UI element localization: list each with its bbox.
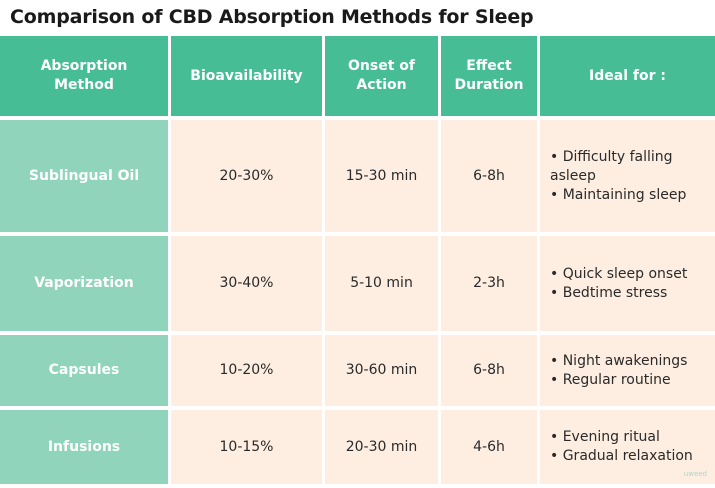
ideal-list: • Quick sleep onset • Bedtime stress — [550, 265, 687, 303]
row-method-label: Sublingual Oil — [28, 167, 140, 184]
row-bioavailability-value: 10-20% — [219, 362, 274, 378]
ideal-list: • Evening ritual • Gradual relaxation — [550, 428, 693, 466]
row-method-label: Capsules — [48, 362, 120, 378]
row-ideal: • Difficulty falling asleep • Maintainin… — [540, 120, 715, 232]
row-method-sublingual: Sublingual Oil — [0, 120, 168, 232]
ideal-item: • Night awakenings — [550, 352, 688, 369]
row-ideal: • Evening ritual • Gradual relaxation — [540, 410, 715, 484]
ideal-item: • Regular routine — [550, 371, 671, 388]
row-onset-value: 5-10 min — [350, 275, 413, 291]
header-method-line2: Method — [54, 77, 114, 93]
ideal-item: • Quick sleep onset — [550, 265, 688, 282]
page-title: Comparison of CBD Absorption Methods for… — [10, 6, 534, 28]
header-ideal: Ideal for : — [540, 36, 715, 116]
header-bioavailability: Bioavailability — [171, 36, 322, 116]
header-ideal-label: Ideal for : — [589, 67, 666, 84]
row-method-label: Infusions — [47, 438, 121, 455]
row-onset: 20-30 min — [325, 410, 438, 484]
row-duration: 6-8h — [441, 120, 537, 232]
row-onset: 30-60 min — [325, 335, 438, 406]
row-ideal: • Night awakenings • Regular routine — [540, 335, 715, 406]
row-method-capsules: Capsules — [0, 335, 168, 406]
row-onset-value: 30-60 min — [345, 362, 418, 378]
ideal-item: • Evening ritual — [550, 429, 660, 445]
header-onset-line2: Action — [356, 77, 407, 93]
header-duration-line1: Effect — [466, 58, 512, 74]
row-bioavailability-value: 30-40% — [219, 275, 274, 291]
row-duration: 4-6h — [441, 410, 537, 484]
row-method-label: Vaporization — [34, 275, 134, 291]
watermark-logo: uweed — [683, 470, 707, 478]
row-bioavailability: 20-30% — [171, 120, 322, 232]
header-bioavailability-label: Bioavailability — [190, 67, 303, 84]
row-bioavailability: 10-20% — [171, 335, 322, 406]
row-method-infusions: Infusions — [0, 410, 168, 484]
ideal-item: • Bedtime stress — [550, 284, 668, 301]
header-method: Absorption Method — [0, 36, 168, 116]
row-onset: 15-30 min — [325, 120, 438, 232]
ideal-item: • Difficulty falling asleep — [550, 148, 673, 184]
header-method-line1: Absorption — [40, 58, 128, 74]
row-bioavailability: 30-40% — [171, 236, 322, 331]
header-duration: Effect Duration — [441, 36, 537, 116]
row-duration-value: 2-3h — [473, 275, 505, 291]
row-duration: 2-3h — [441, 236, 537, 331]
header-onset: Onset of Action — [325, 36, 438, 116]
ideal-list: • Difficulty falling asleep • Maintainin… — [550, 148, 709, 205]
row-bioavailability-value: 10-15% — [219, 438, 274, 455]
row-onset-value: 15-30 min — [345, 167, 418, 184]
ideal-list: • Night awakenings • Regular routine — [550, 352, 687, 390]
comparison-table: Absorption Method Bioavailability Onset … — [0, 36, 715, 484]
row-duration: 6-8h — [441, 335, 537, 406]
row-bioavailability: 10-15% — [171, 410, 322, 484]
row-onset-value: 20-30 min — [345, 438, 418, 455]
header-onset-line1: Onset of — [348, 58, 415, 74]
row-method-vaporization: Vaporization — [0, 236, 168, 331]
row-onset: 5-10 min — [325, 236, 438, 331]
row-duration-value: 4-6h — [473, 438, 505, 455]
ideal-item: • Gradual relaxation — [550, 448, 693, 464]
row-ideal: • Quick sleep onset • Bedtime stress — [540, 236, 715, 331]
row-duration-value: 6-8h — [473, 167, 505, 184]
row-duration-value: 6-8h — [473, 362, 505, 378]
header-duration-line2: Duration — [454, 77, 524, 93]
row-bioavailability-value: 20-30% — [219, 167, 274, 184]
ideal-item: • Maintaining sleep — [550, 186, 687, 203]
